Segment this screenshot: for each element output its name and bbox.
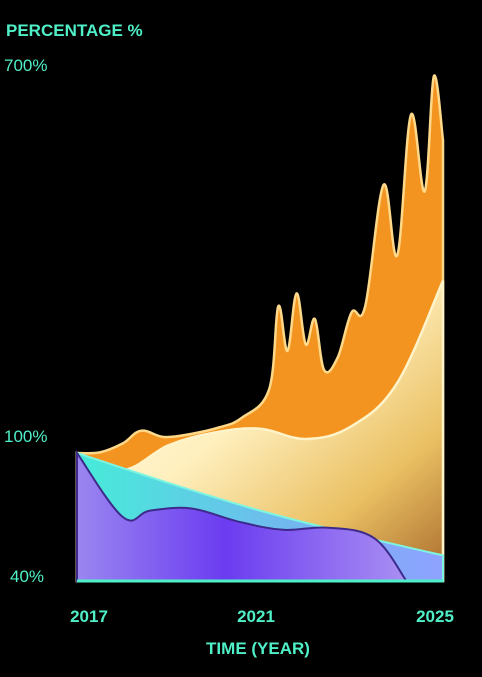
y-axis-title: PERCENTAGE % bbox=[6, 21, 143, 40]
x-axis-title: TIME (YEAR) bbox=[206, 639, 310, 658]
y-tick-label: 100% bbox=[4, 427, 47, 446]
y-tick-label: 700% bbox=[4, 56, 47, 75]
x-tick-label: 2021 bbox=[237, 607, 275, 626]
series-purple-area bbox=[76, 449, 409, 582]
x-tick-label: 2017 bbox=[70, 607, 108, 626]
x-tick-label: 2025 bbox=[416, 607, 454, 626]
y-tick-label: 40% bbox=[10, 567, 44, 586]
